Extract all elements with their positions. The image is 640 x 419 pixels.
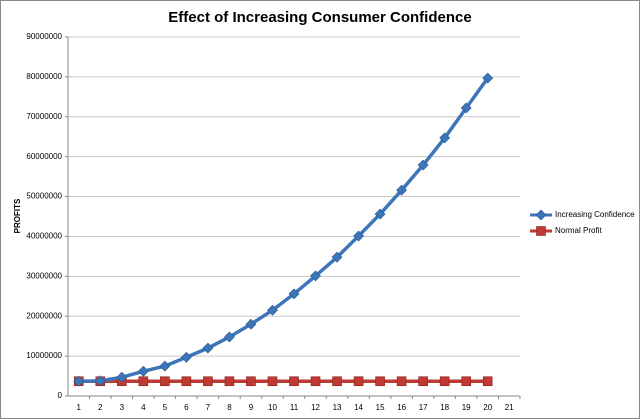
data-point: [418, 376, 428, 387]
data-point: [159, 360, 171, 372]
data-point: [116, 371, 128, 383]
y-tick-label: 80000000: [26, 72, 62, 81]
y-tick-label: 10000000: [26, 351, 62, 360]
x-tick-label: 3: [120, 403, 125, 412]
data-point: [180, 351, 192, 363]
data-point: [245, 318, 257, 330]
x-tick-label: 5: [163, 403, 168, 412]
y-tick-label: 0: [58, 391, 63, 400]
x-tick-label: 16: [397, 403, 406, 412]
legend-marker: [535, 209, 547, 221]
y-tick-label: 70000000: [26, 112, 62, 121]
data-point: [439, 132, 451, 144]
data-point: [396, 184, 408, 196]
data-point: [94, 375, 106, 387]
x-tick-label: 2: [98, 403, 103, 412]
x-tick-label: 10: [268, 403, 277, 412]
x-tick-label: 19: [462, 403, 471, 412]
data-point: [460, 102, 472, 114]
data-point: [224, 331, 235, 343]
x-tick-label: 18: [440, 403, 449, 412]
data-point: [332, 376, 342, 387]
x-tick-label: 20: [483, 403, 492, 412]
legend-label: Normal Profit: [555, 226, 602, 235]
x-tick-label: 13: [333, 403, 342, 412]
y-tick-label: 60000000: [26, 152, 62, 161]
data-point: [73, 375, 85, 387]
data-point: [181, 376, 192, 387]
data-point: [439, 376, 450, 387]
x-tick-label: 11: [290, 403, 299, 412]
data-point: [267, 304, 278, 316]
x-tick-label: 4: [141, 403, 146, 412]
data-point: [138, 376, 149, 387]
data-point: [224, 376, 235, 387]
data-point: [289, 376, 299, 387]
x-tick-label: 9: [249, 403, 254, 412]
chart-title: Effect of Increasing Consumer Confidence: [168, 9, 471, 26]
y-axis-label: PROFITS: [13, 198, 22, 233]
data-point: [267, 376, 278, 387]
data-point: [396, 376, 407, 387]
x-tick-label: 7: [206, 403, 211, 412]
x-tick-label: 15: [376, 403, 385, 412]
x-tick-label: 12: [311, 403, 320, 412]
y-tick-label: 40000000: [26, 232, 62, 241]
data-point: [246, 376, 256, 387]
data-point: [203, 376, 213, 387]
data-point: [288, 288, 300, 300]
data-point: [482, 376, 493, 387]
data-point: [353, 376, 364, 387]
x-tick-label: 8: [227, 403, 232, 412]
data-point: [137, 365, 149, 377]
data-point: [310, 376, 321, 387]
data-point: [160, 376, 170, 387]
x-tick-label: 17: [419, 403, 428, 412]
data-point: [331, 251, 343, 263]
y-tick-label: 90000000: [26, 32, 62, 41]
data-point: [461, 376, 471, 387]
data-point: [310, 270, 321, 282]
x-tick-label: 6: [184, 403, 189, 412]
data-point: [375, 376, 385, 387]
data-point: [353, 230, 364, 242]
legend-label: Increasing Confidence: [555, 210, 635, 219]
x-tick-label: 1: [77, 403, 82, 412]
data-point: [202, 342, 214, 354]
y-tick-label: 50000000: [26, 192, 62, 201]
data-point: [374, 208, 386, 220]
data-point: [417, 159, 429, 171]
x-tick-label: 21: [505, 403, 514, 412]
y-tick-label: 20000000: [26, 311, 62, 320]
y-tick-label: 30000000: [26, 271, 62, 280]
x-tick-label: 14: [354, 403, 363, 412]
data-point: [482, 72, 494, 84]
legend-marker: [536, 226, 546, 236]
